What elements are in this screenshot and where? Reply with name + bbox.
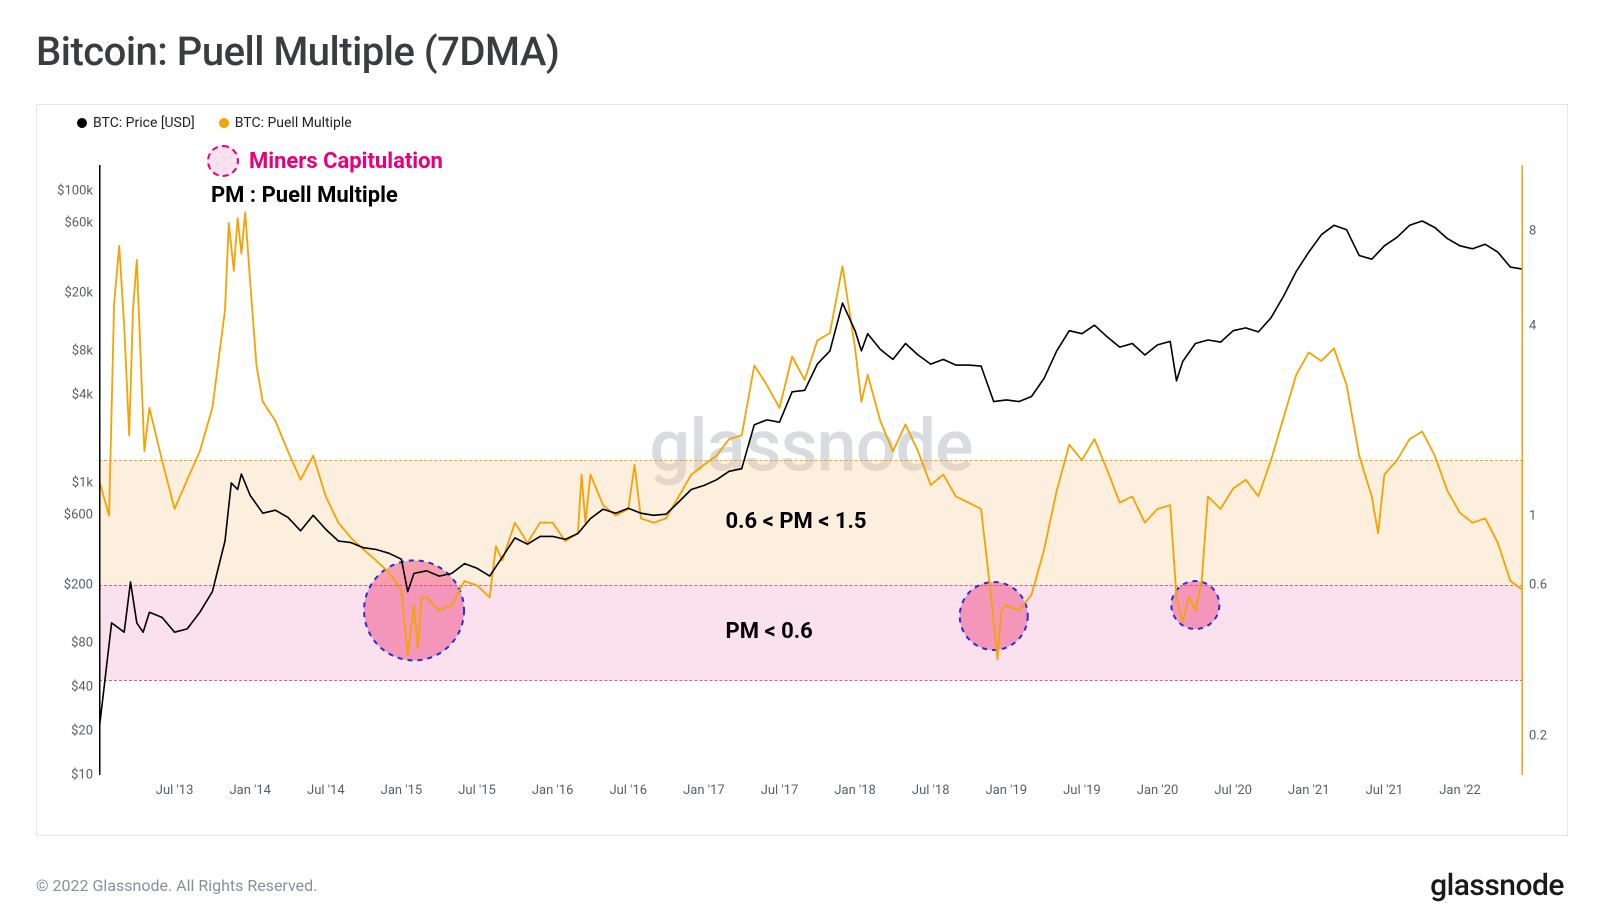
x-tick: Jul '14 <box>307 775 345 798</box>
x-tick: Jul '16 <box>609 775 647 798</box>
legend-item-puell: BTC: Puell Multiple <box>219 115 352 131</box>
pm-definition-label: PM : Puell Multiple <box>211 183 398 208</box>
y-right-tick: 0.2 <box>1523 728 1547 743</box>
page-root: Bitcoin: Puell Multiple (7DMA) BTC: Pric… <box>0 0 1600 921</box>
x-tick: Jan '18 <box>834 775 876 798</box>
x-tick: Jan '20 <box>1137 775 1179 798</box>
legend-label-puell: BTC: Puell Multiple <box>235 115 352 131</box>
series-line <box>99 212 1523 671</box>
x-tick: Jul '18 <box>912 775 950 798</box>
x-tick: Jan '15 <box>381 775 423 798</box>
x-tick: Jul '21 <box>1366 775 1404 798</box>
y-left-tick: $10 <box>71 768 99 783</box>
y-left-tick: $600 <box>64 508 99 523</box>
footer-logo: glassnode <box>1430 868 1564 903</box>
x-tick: Jan '21 <box>1288 775 1330 798</box>
y-right-tick: 8 <box>1523 224 1536 239</box>
chart-svg <box>99 165 1523 775</box>
axis-bar <box>99 165 101 775</box>
x-tick: Jul '20 <box>1214 775 1252 798</box>
y-left-tick: $1k <box>72 475 99 490</box>
footer-copyright: © 2022 Glassnode. All Rights Reserved. <box>36 876 317 895</box>
x-tick: Jul '17 <box>761 775 799 798</box>
legend-item-price: BTC: Price [USD] <box>77 115 195 131</box>
x-tick: Jan '17 <box>683 775 725 798</box>
x-tick: Jan '16 <box>532 775 574 798</box>
y-left-tick: $20k <box>64 285 99 300</box>
series-line <box>99 221 1523 731</box>
capitulation-marker-icon <box>207 145 239 177</box>
y-left-tick: $4k <box>72 387 99 402</box>
x-tick: Jan '14 <box>229 775 271 798</box>
x-tick: Jul '13 <box>156 775 194 798</box>
y-left-tick: $60k <box>64 216 99 231</box>
y-right-tick: 0.6 <box>1523 578 1547 593</box>
y-left-tick: $8k <box>72 343 99 358</box>
x-tick: Jul '19 <box>1063 775 1101 798</box>
y-left-tick: $40 <box>71 680 99 695</box>
y-right-tick: 4 <box>1523 319 1536 334</box>
x-tick: Jan '22 <box>1439 775 1481 798</box>
axis-bar <box>1522 165 1524 775</box>
plot-area: glassnode 0.6 < PM < 1.5PM < 0.6$10$20$4… <box>99 165 1523 775</box>
chart-title: Bitcoin: Puell Multiple (7DMA) <box>36 28 559 75</box>
legend-label-price: BTC: Price [USD] <box>93 115 195 131</box>
chart-container: BTC: Price [USD] BTC: Puell Multiple gla… <box>36 104 1568 836</box>
capitulation-label: Miners Capitulation <box>249 149 443 174</box>
legend-dot-price <box>77 118 87 128</box>
y-right-tick: 1 <box>1523 508 1536 523</box>
y-left-tick: $80 <box>71 636 99 651</box>
y-left-tick: $20 <box>71 724 99 739</box>
x-tick: Jul '15 <box>458 775 496 798</box>
y-left-tick: $100k <box>57 183 99 198</box>
x-tick: Jan '19 <box>986 775 1028 798</box>
legend-dot-puell <box>219 118 229 128</box>
y-left-tick: $200 <box>64 577 99 592</box>
annotation-capitulation: Miners Capitulation <box>207 145 443 177</box>
chart-legend: BTC: Price [USD] BTC: Puell Multiple <box>77 115 352 131</box>
